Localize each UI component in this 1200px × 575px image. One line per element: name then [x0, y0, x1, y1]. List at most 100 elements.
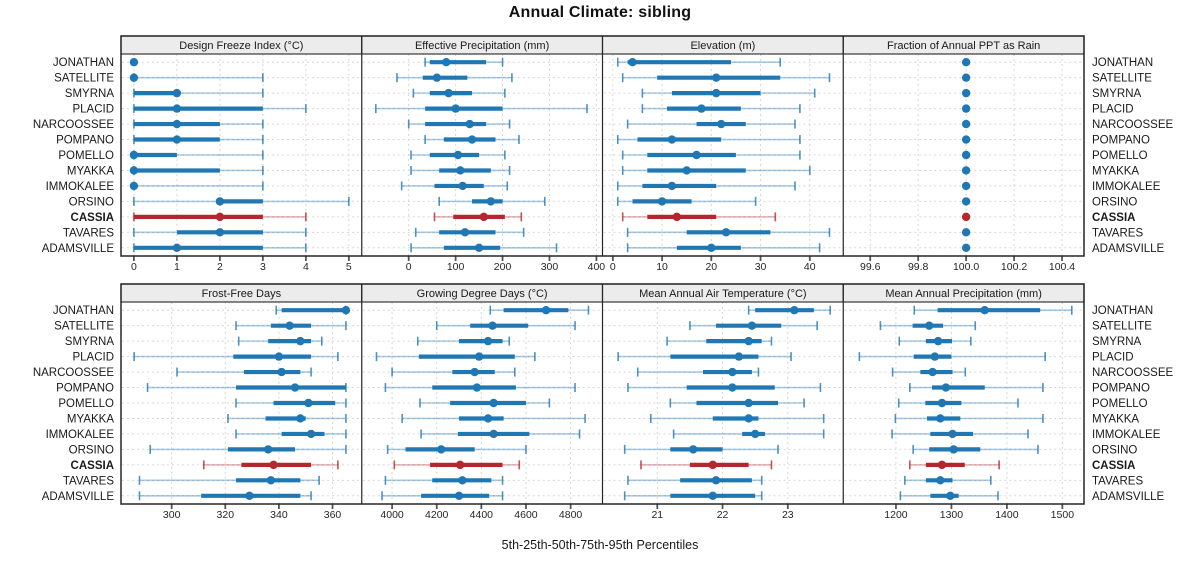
panel-title: Design Freeze Index (°C) — [179, 40, 303, 52]
axis-tick-label: 100 — [447, 261, 465, 273]
median-dot — [667, 135, 677, 144]
median-dot — [277, 367, 286, 377]
median-dot — [453, 150, 463, 160]
median-dot — [263, 445, 273, 454]
median-dot — [465, 119, 474, 129]
median-dot — [712, 73, 721, 82]
row-label-left: SATELLITE — [54, 73, 114, 85]
median-dot — [129, 73, 139, 82]
median-dot — [708, 491, 717, 500]
row-label-right: ADAMSVILLE — [1092, 491, 1165, 503]
median-dot — [215, 212, 225, 222]
row-label-left: PLACID — [72, 104, 114, 116]
row-label-right: TAVARES — [1092, 475, 1143, 487]
median-dot — [933, 336, 943, 346]
median-dot — [728, 367, 737, 377]
median-dot — [716, 119, 726, 129]
row-label-left: ORSINO — [69, 444, 114, 456]
axis-tick-label: 360 — [324, 509, 342, 521]
median-dot — [172, 119, 182, 129]
row-label-left: PLACID — [72, 352, 114, 364]
axis-tick-label: 10 — [656, 261, 668, 273]
row-label-right: POMPANO — [1092, 383, 1150, 395]
row-label-right: SATELLITE — [1092, 73, 1152, 85]
median-dot — [304, 398, 313, 408]
median-dot — [489, 429, 498, 439]
row-label-left: TAVARES — [63, 475, 114, 487]
median-dot — [688, 445, 698, 454]
median-dot — [946, 491, 955, 500]
median-dot — [961, 88, 971, 98]
row-label-left: SMYRNA — [65, 88, 115, 100]
median-dot — [936, 476, 945, 485]
row-label-left: NARCOOSSEE — [33, 119, 114, 131]
axis-tick-label: 99.8 — [908, 261, 929, 273]
panel-title: Fraction of Annual PPT as Rain — [887, 40, 1040, 52]
row-label-right: PLACID — [1092, 104, 1134, 116]
row-label-right: ADAMSVILLE — [1092, 243, 1165, 255]
row-label-right: SMYRNA — [1092, 336, 1142, 348]
median-dot — [266, 476, 276, 485]
axis-tick-label: 4600 — [514, 509, 538, 521]
median-dot — [455, 460, 465, 470]
median-dot — [708, 460, 717, 470]
median-dot — [474, 352, 484, 361]
axis-tick-label: 20 — [705, 261, 717, 273]
axis-tick-label: 4400 — [470, 509, 494, 521]
axis-tick-label: 22 — [717, 509, 729, 521]
median-dot — [961, 73, 971, 82]
median-dot — [245, 491, 254, 500]
median-dot — [747, 321, 757, 330]
row-label-left: POMELLO — [58, 150, 114, 162]
row-label-left: TAVARES — [63, 227, 114, 239]
median-dot — [937, 460, 947, 470]
axis-tick-label: 21 — [651, 509, 663, 521]
median-dot — [728, 383, 737, 392]
median-dot — [657, 197, 667, 206]
row-label-left: SATELLITE — [54, 321, 114, 333]
row-label-left: NARCOOSSEE — [33, 367, 114, 379]
median-dot — [489, 398, 498, 408]
panel-block-border — [120, 35, 1085, 257]
median-dot — [172, 243, 182, 252]
median-dot — [961, 135, 971, 144]
median-dot — [961, 212, 971, 222]
row-label-right: NARCOOSSEE — [1092, 367, 1173, 379]
row-label-left: IMMOKALEE — [46, 181, 115, 193]
median-dot — [341, 306, 351, 315]
row-label-right: SMYRNA — [1092, 88, 1142, 100]
median-dot — [697, 104, 706, 113]
median-dot — [486, 197, 496, 206]
median-dot — [215, 228, 225, 237]
median-dot — [460, 228, 470, 237]
median-dot — [129, 150, 139, 160]
median-dot — [961, 166, 971, 175]
axis-tick-label: 100.4 — [1049, 261, 1075, 273]
median-dot — [941, 383, 951, 392]
median-dot — [285, 321, 294, 330]
axis-tick-label: 100.2 — [1001, 261, 1027, 273]
median-dot — [682, 166, 691, 175]
median-dot — [961, 104, 971, 113]
row-label-right: JONATHAN — [1092, 57, 1153, 69]
median-dot — [442, 58, 451, 67]
median-dot — [961, 119, 971, 129]
panel-title: Mean Annual Precipitation (mm) — [885, 288, 1042, 300]
median-dot — [949, 445, 958, 454]
panel-block-border — [120, 283, 1085, 505]
axis-tick-label: 3 — [260, 261, 266, 273]
median-dot — [961, 228, 971, 237]
axis-tick-label: 4000 — [380, 509, 404, 521]
row-label-left: JONATHAN — [53, 57, 114, 69]
row-label-right: IMMOKALEE — [1092, 429, 1161, 441]
median-dot — [296, 414, 305, 423]
median-dot — [961, 58, 971, 67]
row-label-left: MYAKKA — [67, 413, 114, 425]
row-label-right: IMMOKALEE — [1092, 181, 1161, 193]
median-dot — [129, 58, 139, 67]
median-dot — [432, 73, 442, 82]
axis-tick-label: 300 — [163, 509, 181, 521]
row-label-left: ADAMSVILLE — [42, 243, 115, 255]
